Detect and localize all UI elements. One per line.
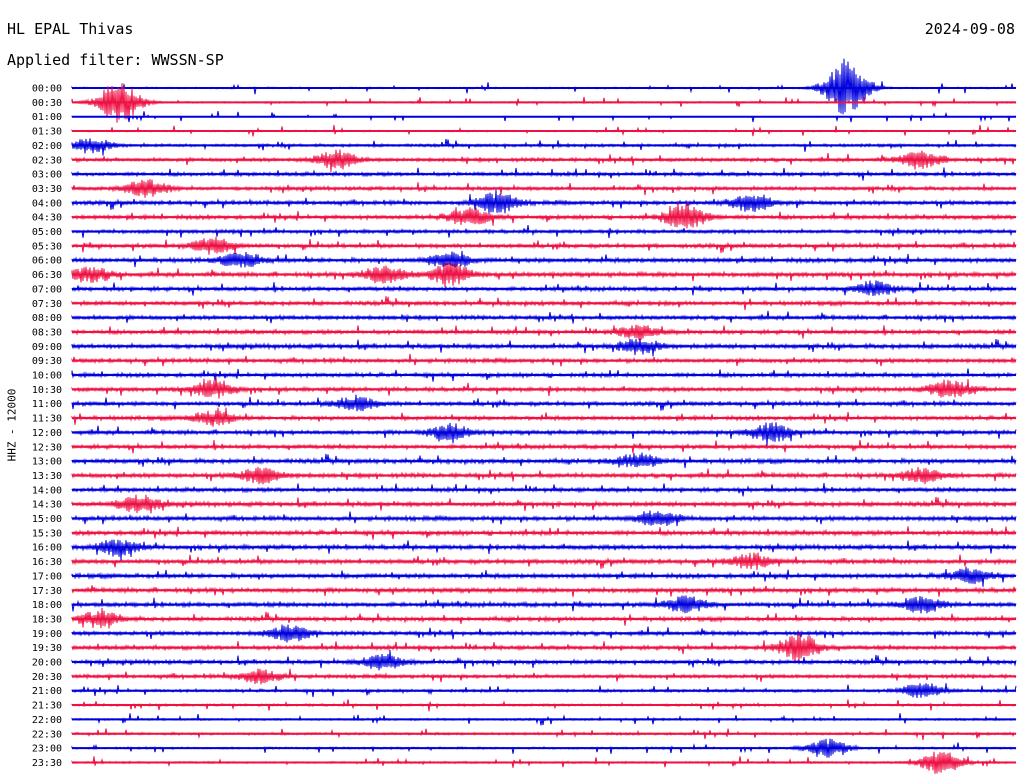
- time-tick-label: 15:00: [32, 514, 62, 525]
- seismic-trace: [71, 202, 1017, 229]
- record-date: 2024-09-08: [924, 20, 1015, 38]
- time-tick-label: 13:30: [32, 471, 62, 482]
- seismic-trace: [71, 376, 1017, 399]
- time-tick-label: 01:30: [32, 127, 62, 138]
- time-tick-label: 06:30: [32, 270, 62, 281]
- time-tick-label: 18:30: [32, 614, 62, 625]
- time-tick-label: 05:30: [32, 241, 62, 252]
- time-tick-label: 00:30: [32, 98, 62, 109]
- time-tick-label: 09:30: [32, 356, 62, 367]
- time-tick-label: 19:00: [32, 629, 62, 640]
- time-tick-label: 11:30: [32, 414, 62, 425]
- seismic-trace: [71, 649, 1017, 671]
- time-tick-label: 02:00: [32, 141, 62, 152]
- time-tick-label: 05:00: [32, 227, 62, 238]
- time-tick-label: 17:00: [32, 571, 62, 582]
- time-tick-label: 12:30: [32, 442, 62, 453]
- seismic-trace: [71, 189, 1017, 214]
- seismic-trace: [71, 539, 1017, 561]
- time-tick-label: 18:00: [32, 600, 62, 611]
- applied-filter-label: Applied filter: WWSSN-SP: [7, 51, 224, 69]
- time-tick-label: 01:00: [32, 112, 62, 123]
- time-tick-label: 16:30: [32, 557, 62, 568]
- time-tick-label: 08:30: [32, 327, 62, 338]
- time-tick-label: 20:30: [32, 672, 62, 683]
- time-tick-label: 00:00: [32, 84, 62, 95]
- time-tick-label: 07:00: [32, 284, 62, 295]
- time-tick-label: 15:30: [32, 528, 62, 539]
- seismic-trace: [71, 58, 1017, 115]
- time-tick-label: 20:00: [32, 658, 62, 669]
- time-tick-label: 12:00: [32, 428, 62, 439]
- time-tick-label: 10:00: [32, 371, 62, 382]
- time-tick-label: 21:00: [32, 686, 62, 697]
- time-tick-label: 04:00: [32, 198, 62, 209]
- time-tick-label: 23:00: [32, 744, 62, 755]
- time-tick-label: 16:00: [32, 543, 62, 554]
- seismic-trace: [71, 338, 1017, 357]
- time-tick-label: 23:30: [32, 758, 62, 769]
- time-tick-label: 10:30: [32, 385, 62, 396]
- time-tick-label: 02:30: [32, 155, 62, 166]
- time-tick-label: 03:00: [32, 170, 62, 181]
- time-tick-label: 14:00: [32, 485, 62, 496]
- time-tick-label: 19:30: [32, 643, 62, 654]
- time-tick-label: 11:00: [32, 399, 62, 410]
- time-tick-label: 06:00: [32, 256, 62, 267]
- time-tick-label: 03:30: [32, 184, 62, 195]
- time-tick-label: 22:00: [32, 715, 62, 726]
- time-tick-label: 21:30: [32, 701, 62, 712]
- time-tick-label: 08:00: [32, 313, 62, 324]
- station-title: HL EPAL Thivas: [7, 20, 134, 38]
- time-tick-label: 14:30: [32, 500, 62, 511]
- time-tick-label: 07:30: [32, 299, 62, 310]
- time-tick-label: 22:30: [32, 729, 62, 740]
- time-tick-label: 13:00: [32, 457, 62, 468]
- time-tick-label: 04:30: [32, 213, 62, 224]
- time-tick-label: 17:30: [32, 586, 62, 597]
- seismic-trace: [71, 138, 1017, 156]
- time-tick-label: 09:00: [32, 342, 62, 353]
